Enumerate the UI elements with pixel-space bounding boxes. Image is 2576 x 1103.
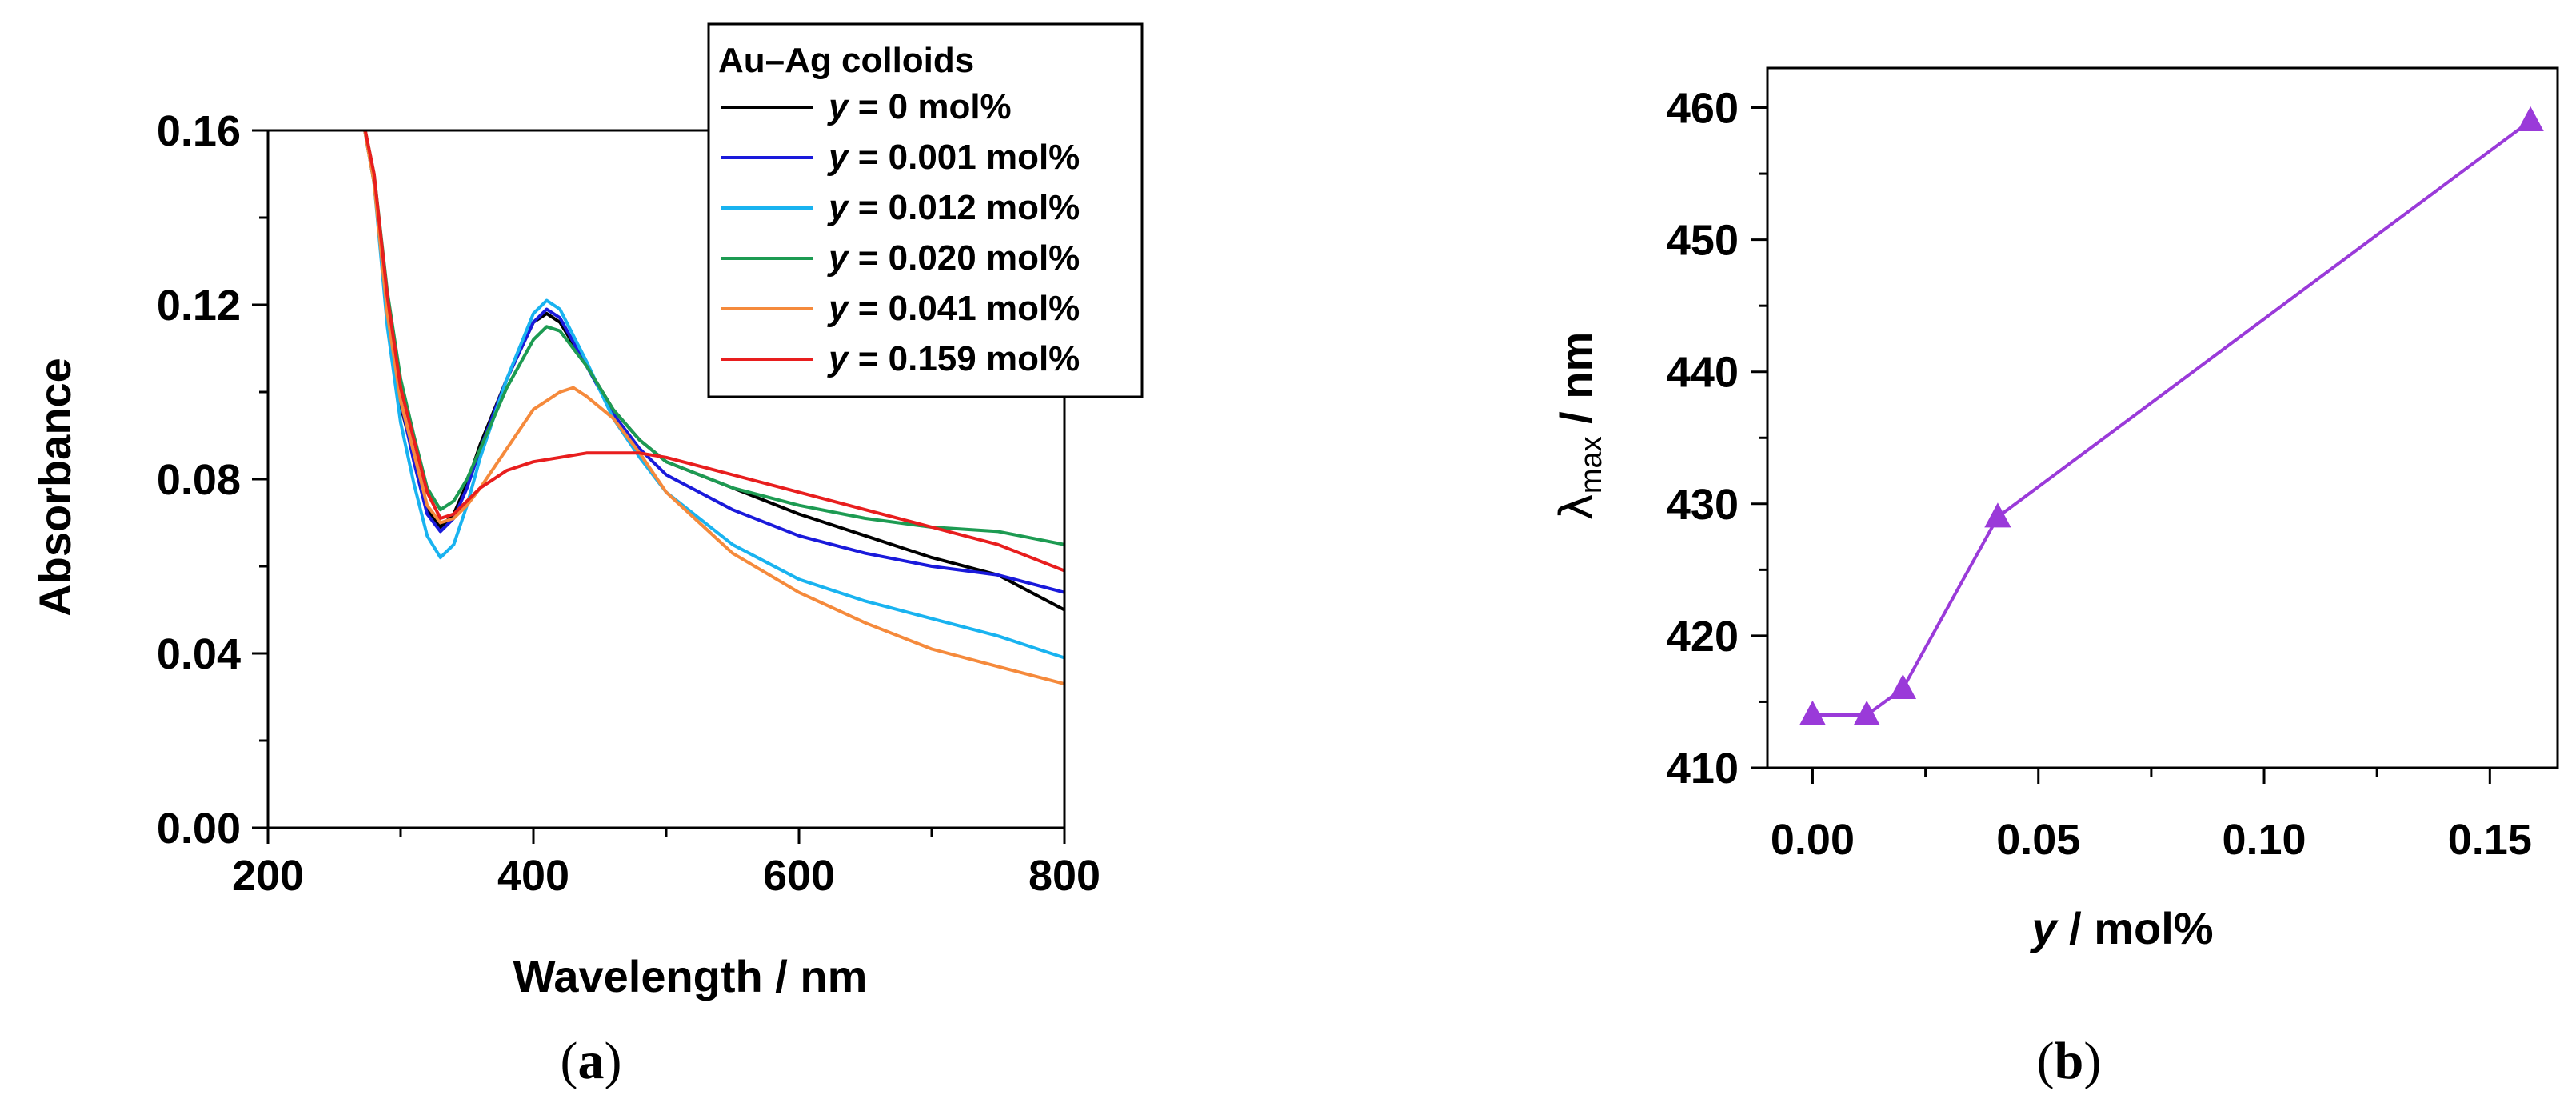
y-axis-title-rest: / nm [1551,332,1601,437]
y-tick-label-b: 420 [1667,613,1739,661]
legend-label-var: y [827,188,850,227]
y-tick-label-a: 0.04 [157,630,241,678]
data-point-b [1889,673,1917,699]
panel-labels: (a) (b) [561,1032,2102,1090]
series-line-a-2 [363,130,1064,660]
y-axis-title-a: Absorbance [30,358,80,617]
y-tick-label-a: 0.08 [157,456,241,504]
panel-b: 0.00 0.05 0.10 0.15 410 420 430 440 450 460 y / mo… [1551,66,2559,953]
series-group-a [363,130,1064,686]
legend-label-rest: = 0.041 mol% [848,289,1080,328]
y-axis-title-b: λmax / nm [1551,332,1608,521]
panel-label-b: (b) [2037,1032,2102,1090]
series-line-b [1812,119,2532,717]
panel-a: 200 400 600 800 0.00 0.04 0.08 0.12 0.16 Waveleng… [30,22,1144,1001]
x-axis-title-a: Wavelength / nm [513,951,868,1001]
y-tick-label-b: 460 [1667,85,1739,133]
legend-label-rest: = 0.012 mol% [848,188,1080,227]
legend-label-a-2: y = 0.012 mol% [827,188,1080,227]
plot-frame-b [1766,66,2559,769]
x-tick-label-b: 0.10 [2222,816,2306,864]
panel-label-close: ) [2083,1032,2101,1090]
panel-label-letter: b [2055,1032,2084,1090]
legend-label-rest: = 0 mol% [848,87,1011,126]
data-point-b [2517,106,2544,132]
legend-label-a-0: y = 0 mol% [827,87,1012,126]
legend-box-a [707,22,1144,398]
data-point-b [1799,700,1827,725]
y-axis-title-symbol: λ [1551,494,1603,520]
legend-label-a-3: y = 0.020 mol% [827,238,1080,278]
panel-label-open: ( [2037,1032,2055,1090]
series-line-a-4 [363,130,1064,686]
panel-label-letter: a [578,1032,605,1090]
data-point-b [1853,700,1880,725]
y-tick-label-b: 440 [1667,349,1739,397]
x-tick-label-b: 0.00 [1771,816,1855,864]
legend-label-a-4: y = 0.041 mol% [827,289,1080,328]
panel-label-close: ) [605,1032,622,1090]
legend-label-a-5: y = 0.159 mol% [827,339,1080,378]
series-line-a-5 [363,130,1064,573]
y-tick-label-b: 450 [1667,217,1739,265]
y-tick-label-a: 0.16 [157,107,241,155]
data-point-b [1984,502,2011,528]
y-axis-title-sub: max [1575,436,1608,494]
x-axis-title-b: y / mol% [2029,903,2213,953]
legend-label-var: y [827,87,850,126]
x-tick-label-b: 0.05 [1996,816,2080,864]
x-tick-label-a: 600 [763,852,835,900]
panel-label-a: (a) [561,1032,622,1090]
panel-label-open: ( [561,1032,578,1090]
y-tick-label-b: 430 [1667,481,1739,529]
x-tick-label-b: 0.15 [2448,816,2532,864]
y-tick-label-a: 0.12 [157,282,241,330]
x-axis-title-var: y [2029,903,2059,953]
legend-label-a-1: y = 0.001 mol% [827,138,1080,177]
x-tick-label-a: 400 [497,852,569,900]
legend-label-rest: = 0.001 mol% [848,138,1080,177]
x-axis-title-rest: / mol% [2057,903,2214,953]
legend-title-a: Au–Ag colloids [718,41,974,80]
legend-label-rest: = 0.159 mol% [848,339,1080,378]
y-tick-label-b: 410 [1667,745,1739,793]
legend-label-var: y [827,289,850,328]
x-tick-label-a: 800 [1028,852,1100,900]
legend-label-var: y [827,238,850,278]
y-tick-label-a: 0.00 [157,805,241,853]
legend-label-var: y [827,138,850,177]
series-line-a-1 [363,130,1064,594]
legend-label-var: y [827,339,850,378]
legend-label-rest: = 0.020 mol% [848,238,1080,278]
x-tick-label-a: 200 [232,852,304,900]
